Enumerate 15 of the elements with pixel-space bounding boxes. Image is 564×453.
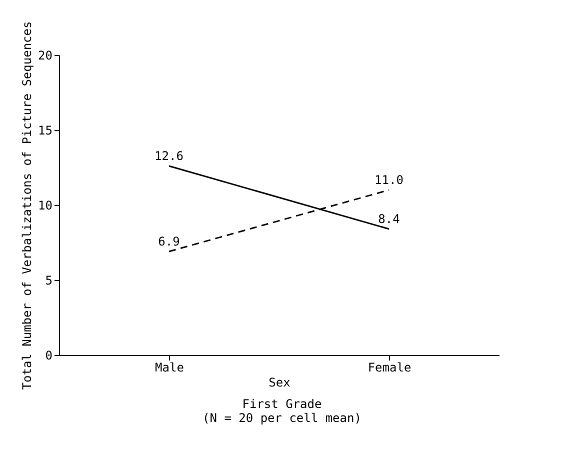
x-tick-label: Male — [155, 360, 184, 374]
x-axis-title: Sex — [268, 376, 290, 390]
y-tick-label: 5 — [45, 274, 52, 288]
text: 8.4 — [378, 212, 400, 226]
text: First Grade — [241, 397, 323, 411]
y-tick-label: 0 — [45, 348, 52, 362]
text: 11.0 — [374, 173, 404, 187]
y-tick-label: 20 — [38, 48, 52, 62]
text: (N = 20 per cell mean) — [202, 411, 362, 425]
text: 6.9 — [158, 234, 180, 248]
y-tick-label: 15 — [38, 124, 52, 138]
text: 12.6 — [154, 149, 184, 163]
y-axis-title: Total Number of Verbalizations of Picture Sequences — [20, 21, 34, 390]
y-tick-label: 10 — [38, 198, 52, 212]
x-tick-label: Female — [368, 360, 412, 374]
